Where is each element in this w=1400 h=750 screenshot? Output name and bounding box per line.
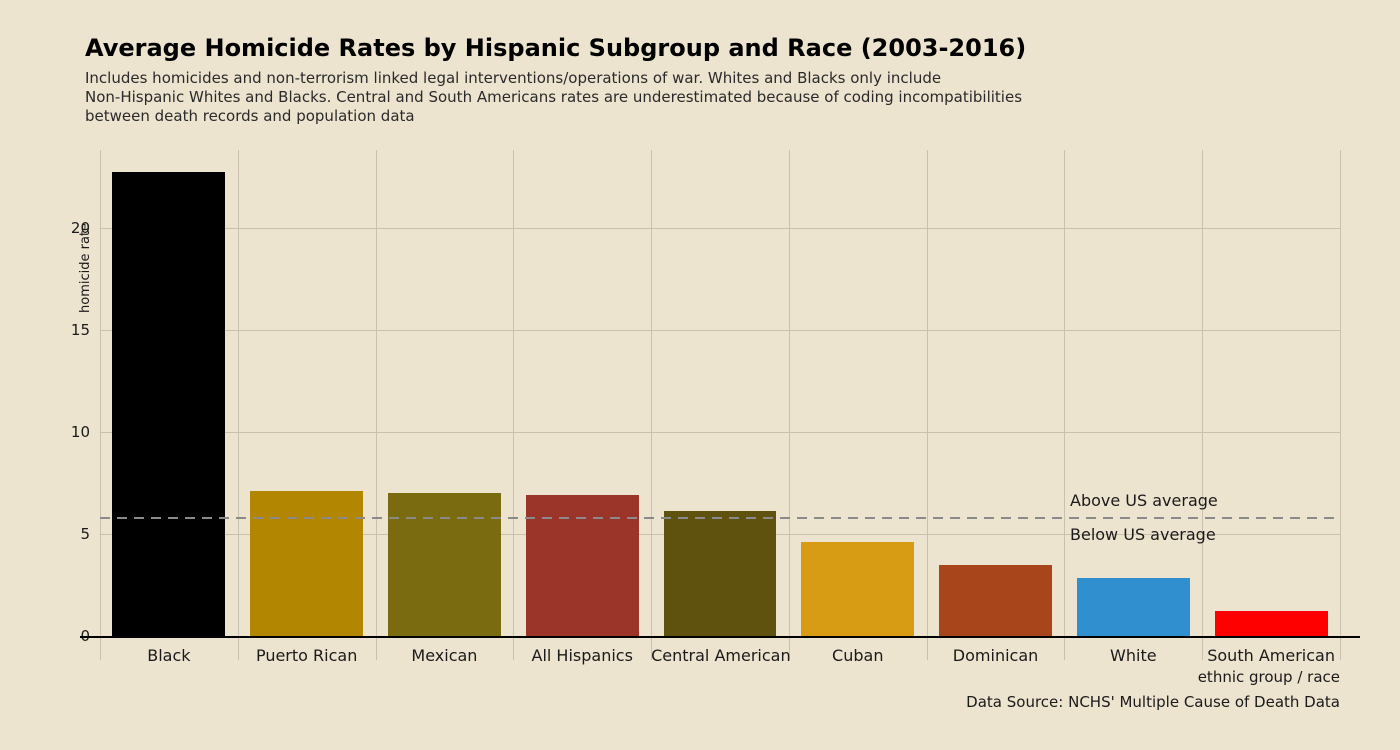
reference-above-label: Above US average [1070, 491, 1218, 510]
bar [1077, 578, 1190, 635]
y-tick-label: 15 [50, 321, 90, 339]
gridline-v [789, 150, 790, 660]
data-source: Data Source: NCHS' Multiple Cause of Dea… [966, 693, 1340, 711]
gridline-h [100, 330, 1340, 331]
bar [388, 493, 501, 636]
x-tick-label: South American [1202, 646, 1340, 665]
gridline-v [100, 150, 101, 660]
bar [250, 491, 363, 636]
y-axis-label: homicide rate [78, 222, 93, 312]
x-tick-label: Central American [651, 646, 789, 665]
gridline-v [927, 150, 928, 660]
y-tick-label: 10 [50, 423, 90, 441]
gridline-v [376, 150, 377, 660]
x-tick-label: White [1064, 646, 1202, 665]
bar [664, 511, 777, 635]
x-tick-label: Black [100, 646, 238, 665]
gridline-v [651, 150, 652, 660]
gridline-v [513, 150, 514, 660]
y-tick-label: 5 [50, 525, 90, 543]
x-tick-label: Dominican [927, 646, 1065, 665]
gridline-h [100, 228, 1340, 229]
x-tick-label: Mexican [376, 646, 514, 665]
x-axis-baseline [80, 636, 1360, 638]
reference-line [100, 517, 1340, 519]
x-tick-label: All Hispanics [513, 646, 651, 665]
bar [1215, 611, 1328, 635]
x-tick-label: Puerto Rican [238, 646, 376, 665]
gridline-v [1202, 150, 1203, 660]
gridline-h [100, 432, 1340, 433]
chart-title: Average Homicide Rates by Hispanic Subgr… [85, 34, 1026, 62]
bar [939, 565, 1052, 635]
gridline-v [238, 150, 239, 660]
bar [526, 495, 639, 636]
bar [801, 542, 914, 636]
gridline-v [1340, 150, 1341, 660]
gridline-v [1064, 150, 1065, 660]
bar [112, 172, 225, 635]
plot-area: 05101520BlackPuerto RicanMexicanAll Hisp… [100, 150, 1340, 660]
x-axis-label: ethnic group / race [1140, 668, 1340, 686]
x-tick-label: Cuban [789, 646, 927, 665]
chart-subtitle: Includes homicides and non-terrorism lin… [85, 69, 1022, 127]
reference-below-label: Below US average [1070, 525, 1216, 544]
